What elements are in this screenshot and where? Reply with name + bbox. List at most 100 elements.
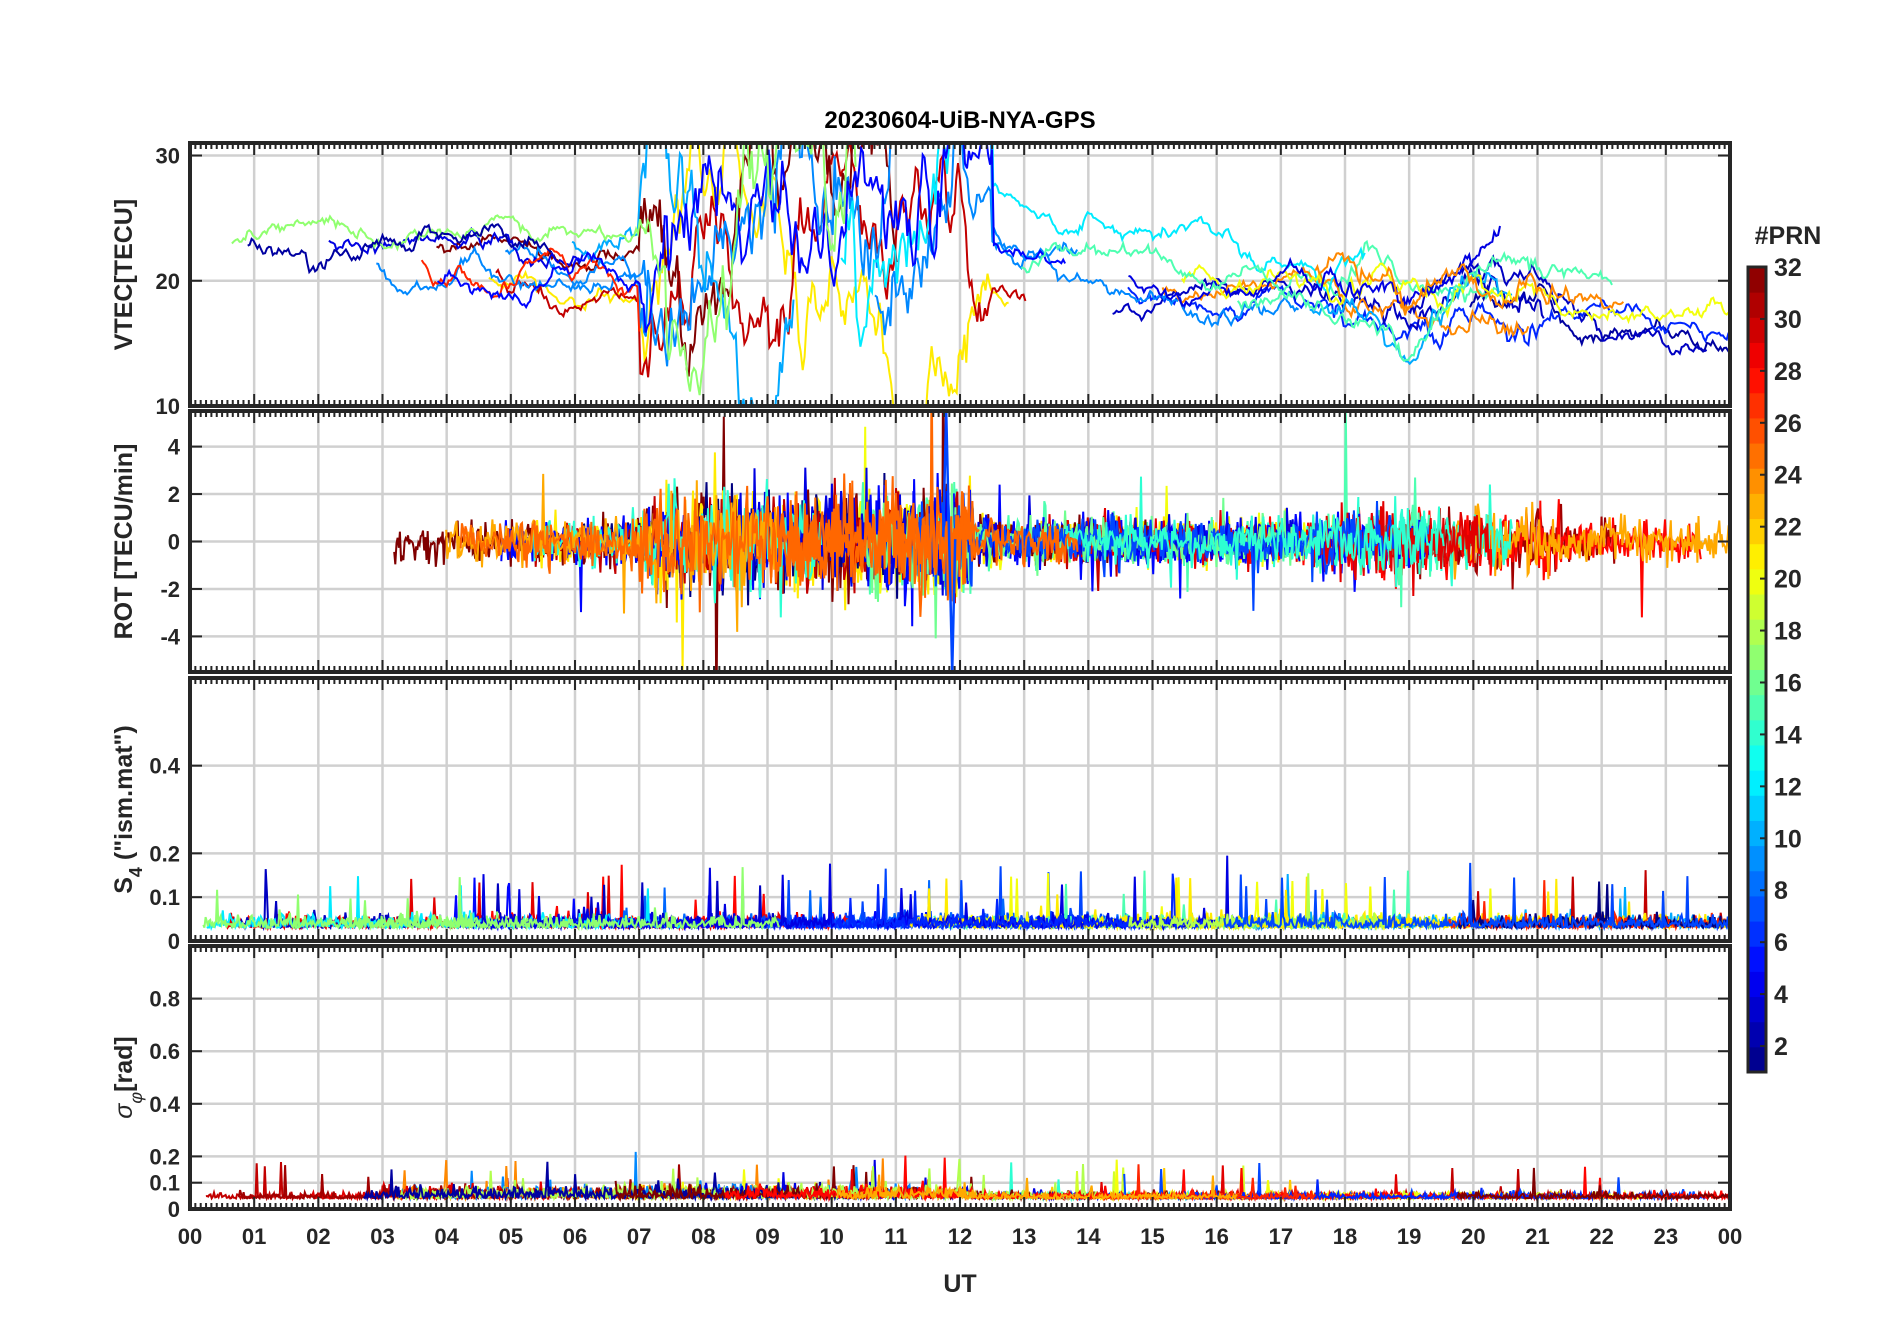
- s4-y-tick-label: 0.1: [149, 885, 180, 910]
- colorbar-segment: [1748, 443, 1766, 469]
- s4-panel: 00.10.20.4S4 ("ism.mat"): [110, 676, 1732, 954]
- s4-minor-ticks: [189, 678, 1731, 941]
- x-tick-label: 10: [819, 1224, 843, 1249]
- colorbar-segment: [1748, 971, 1766, 998]
- vtec-minor-ticks: [189, 143, 1731, 406]
- colorbar-segment: [1748, 946, 1766, 972]
- colorbar-segment: [1748, 417, 1766, 444]
- colorbar-segment: [1748, 267, 1766, 293]
- colorbar-frame: [1746, 265, 1768, 1074]
- colorbar-segment: [1748, 669, 1766, 696]
- rot-y-tick-label: -4: [160, 624, 180, 649]
- colorbar-segment: [1748, 594, 1766, 620]
- vtec-traces: [231, 143, 1730, 406]
- colorbar-tick-label: 4: [1774, 981, 1788, 1009]
- rot-panel: -4 -2 0 2 4 ROT [TECU/min]: [110, 409, 1732, 674]
- x-tick-label: 13: [1012, 1224, 1036, 1249]
- colorbar-tick-label: 16: [1774, 669, 1802, 697]
- colorbar-segment: [1748, 1046, 1766, 1073]
- vtec-y-tick-label: 30: [156, 144, 180, 169]
- vtec-trace-prn: [247, 223, 553, 275]
- colorbar-segment: [1748, 292, 1766, 318]
- vtec-trace-prn: [1128, 225, 1501, 308]
- colorbar-segment: [1748, 367, 1766, 394]
- vtec-trace-prn: [231, 143, 857, 396]
- x-tick-label: 17: [1269, 1224, 1293, 1249]
- vtec-trace-prn: [1021, 240, 1613, 363]
- vtec-trace-prn: [571, 143, 795, 406]
- colorbar-segment: [1748, 493, 1766, 520]
- colorbar-tick-label: 8: [1774, 877, 1788, 905]
- colorbar-segment: [1748, 543, 1766, 570]
- x-tick-label: 03: [370, 1224, 394, 1249]
- vtec-trace-prn: [436, 143, 1066, 333]
- sigma_phi-y-tick-label: 0: [168, 1197, 180, 1222]
- vtec-panel: 10 20 30 VTEC[TECU]: [110, 141, 1732, 419]
- colorbar-segment: [1748, 317, 1766, 343]
- x-tick-label: 00: [178, 1224, 202, 1249]
- s4-ylabel-rest: ("ism.mat"): [110, 725, 138, 867]
- vtec-trace-prn: [840, 143, 1366, 347]
- vtec-y-tick-label: 20: [156, 269, 180, 294]
- rot-y-tick-label: 2: [168, 482, 180, 507]
- colorbar-segment: [1748, 568, 1766, 595]
- x-tick-label: 14: [1076, 1224, 1101, 1249]
- s4-ylabel-main: S: [110, 877, 138, 894]
- sigma_phi-ylabel-rest: [rad]: [110, 1036, 138, 1092]
- sigma_phi-y-tick-label: 0.6: [149, 1039, 180, 1064]
- colorbar-tick-label: 32: [1774, 254, 1802, 282]
- sigma_phi-y-tick-label: 0.8: [149, 987, 180, 1012]
- x-tick-label: 16: [1204, 1224, 1228, 1249]
- x-tick-label: 19: [1397, 1224, 1421, 1249]
- colorbar-tick-label: 18: [1774, 618, 1802, 646]
- colorbar-tick-label: 6: [1774, 929, 1788, 957]
- colorbar-tick-label: 24: [1774, 462, 1802, 490]
- colorbar-tick-label: 22: [1774, 514, 1802, 542]
- vtec-trace-prn: [1314, 251, 1625, 314]
- rot-trace-prn: [459, 473, 1079, 617]
- x-tick-label: 08: [691, 1224, 715, 1249]
- s4-y-tick-label: 0.4: [149, 754, 180, 779]
- s4-traces: [202, 855, 1730, 932]
- sigma_phi-traces: [205, 1151, 1730, 1203]
- colorbar-label: #PRN: [1755, 222, 1822, 250]
- colorbar-segment: [1748, 795, 1766, 821]
- vtec-trace-prn: [874, 143, 1300, 336]
- sigma_phi-y-tick-label: 0.4: [149, 1092, 180, 1117]
- colorbar-tick-label: 2: [1774, 1033, 1788, 1061]
- s4-y-tick-label: 0.2: [149, 841, 180, 866]
- x-tick-label: 22: [1589, 1224, 1613, 1249]
- rot-y-tick-label: -2: [160, 577, 180, 602]
- colorbar-segment: [1748, 744, 1766, 771]
- colorbar-segment: [1748, 619, 1766, 645]
- s4-trace-prn: [1223, 862, 1730, 932]
- x-axis: 00 01 02 03 04 05 06 07 08 09 10 11 12 13 14 15 16 17 18 19…: [178, 1224, 1742, 1249]
- rot-trace-prn: [1064, 476, 1445, 588]
- vtec-y-tick-label: 10: [156, 394, 180, 419]
- colorbar-tick-label: 14: [1774, 721, 1802, 749]
- sigma_phi-ylabel-main: σ: [110, 1103, 138, 1119]
- rot-y-tick-label: 0: [168, 530, 180, 555]
- x-tick-label: 09: [755, 1224, 779, 1249]
- sigma_phi-ylabel-sub: φ: [126, 1092, 146, 1104]
- x-tick-label: 15: [1140, 1224, 1164, 1249]
- rot-traces: [393, 411, 1730, 672]
- chart-title: 20230604-UiB-NYA-GPS: [824, 107, 1095, 134]
- colorbar-tick-label: 10: [1774, 825, 1802, 853]
- colorbar-segment: [1748, 870, 1766, 897]
- s4-y-axis-label: S4 ("ism.mat"): [110, 725, 146, 894]
- colorbar-tick-label: 20: [1774, 566, 1802, 594]
- x-tick-label: 20: [1461, 1224, 1485, 1249]
- s4-ylabel-sub: 4: [126, 867, 146, 877]
- sigma_phi-trace-prn: [836, 1174, 1238, 1203]
- colorbar-segment: [1748, 342, 1766, 369]
- sigma_phi-y-tick-label: 0.2: [149, 1144, 180, 1169]
- colorbar-segment: [1748, 719, 1766, 746]
- x-tick-label: 23: [1654, 1224, 1678, 1249]
- x-tick-label: 21: [1525, 1224, 1549, 1249]
- rot-y-tick-label: 4: [168, 435, 181, 460]
- colorbar-segment: [1748, 895, 1766, 922]
- s4-grid: [190, 678, 1730, 941]
- rot-y-axis-label: ROT [TECU/min]: [110, 444, 138, 640]
